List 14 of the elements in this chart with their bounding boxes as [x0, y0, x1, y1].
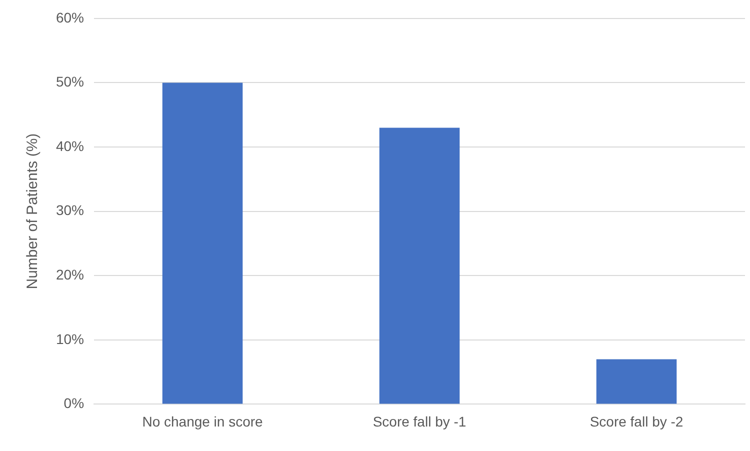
y-tick-label: 10% [56, 330, 84, 347]
x-tick-label: Score fall by -2 [590, 413, 684, 430]
x-tick-label: No change in score [142, 413, 264, 430]
x-tick-label: Score fall by -1 [372, 413, 466, 430]
y-tick-label: 20% [56, 266, 84, 282]
bar [379, 128, 460, 404]
y-tick-label: 60% [56, 9, 84, 26]
y-tick-label: 0% [64, 395, 84, 412]
bar [162, 82, 243, 404]
y-tick-label: 40% [56, 138, 84, 154]
y-tick-label: 50% [56, 74, 84, 90]
y-axis-title: Number of Patients (%) [24, 133, 42, 290]
y-tick-label: 30% [56, 202, 84, 218]
bar [596, 359, 677, 404]
